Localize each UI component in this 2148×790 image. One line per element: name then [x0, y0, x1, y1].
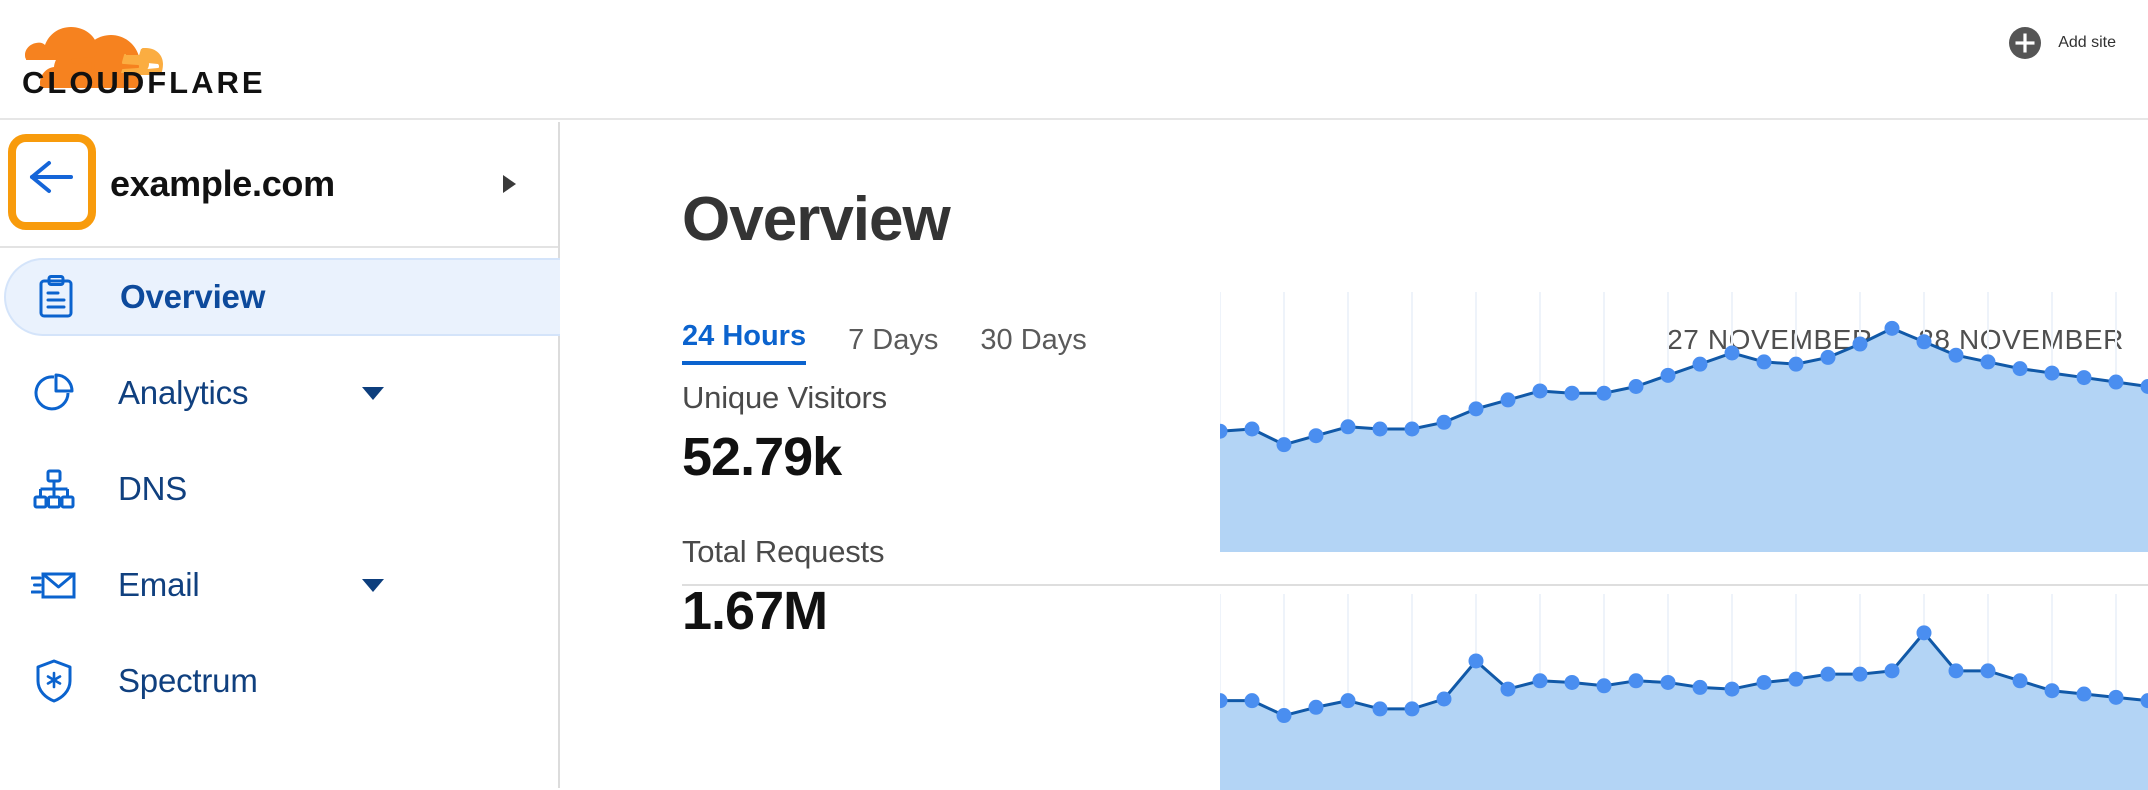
- metric-unique-visitors: Unique Visitors 52.79k: [682, 380, 887, 488]
- svg-text:CLOUDFLARE: CLOUDFLARE: [22, 65, 266, 100]
- time-range-tabs: 24 Hours 7 Days 30 Days: [682, 320, 1087, 365]
- sidebar-item-email[interactable]: Email: [0, 546, 558, 624]
- cloudflare-logo[interactable]: CLOUDFLARE: [22, 8, 272, 103]
- metric-value: 52.79k: [682, 426, 887, 488]
- plus-circle-icon: [2008, 26, 2042, 60]
- sidebar-item-label: Spectrum: [118, 662, 258, 700]
- main-content: Overview 24 Hours 7 Days 30 Days 27 NOVE…: [562, 122, 2148, 788]
- sidebar-item-label: Email: [118, 566, 200, 604]
- envelope-icon: [30, 561, 78, 609]
- sidebar-item-overview[interactable]: Overview: [4, 258, 560, 336]
- shield-icon: [30, 657, 78, 705]
- sidebar-item-label: Analytics: [118, 374, 248, 412]
- nav-spacer: [0, 336, 558, 354]
- caret-right-icon[interactable]: [503, 175, 516, 193]
- metric-label: Unique Visitors: [682, 380, 887, 416]
- clipboard-icon: [32, 273, 80, 321]
- tab-7-days[interactable]: 7 Days: [848, 324, 938, 365]
- sidebar-item-analytics[interactable]: Analytics: [0, 354, 558, 432]
- chevron-down-icon[interactable]: [362, 387, 384, 400]
- pie-chart-icon: [30, 369, 78, 417]
- add-site-button[interactable]: Add site: [2008, 26, 2116, 60]
- sidebar-item-dns[interactable]: DNS: [0, 450, 558, 528]
- dns-tree-icon: [30, 465, 78, 513]
- sidebar-nav: Overview Analytics: [0, 248, 558, 720]
- metric-label: Total Requests: [682, 534, 884, 570]
- chart-unique-visitors[interactable]: [1220, 292, 2148, 552]
- chevron-down-icon[interactable]: [362, 579, 384, 592]
- section-divider: [682, 584, 2148, 586]
- back-arrow-icon[interactable]: [16, 138, 88, 216]
- page-title: Overview: [682, 184, 950, 255]
- site-selector[interactable]: example.com: [0, 122, 558, 248]
- sidebar-item-label: Overview: [120, 278, 265, 316]
- tab-24-hours[interactable]: 24 Hours: [682, 320, 806, 365]
- nav-spacer: [0, 432, 558, 450]
- tab-30-days[interactable]: 30 Days: [980, 324, 1086, 365]
- nav-spacer: [0, 624, 558, 642]
- metric-total-requests: Total Requests 1.67M: [682, 534, 884, 642]
- metric-value: 1.67M: [682, 580, 884, 642]
- nav-spacer: [0, 528, 558, 546]
- sidebar-item-spectrum[interactable]: Spectrum: [0, 642, 558, 720]
- top-bar: CLOUDFLARE Add site: [0, 0, 2148, 120]
- chart-total-requests[interactable]: [1220, 594, 2148, 790]
- site-name-label: example.com: [110, 163, 335, 205]
- add-site-label: Add site: [2058, 34, 2116, 52]
- sidebar-item-label: DNS: [118, 470, 187, 508]
- sidebar: example.com Overview: [0, 122, 560, 788]
